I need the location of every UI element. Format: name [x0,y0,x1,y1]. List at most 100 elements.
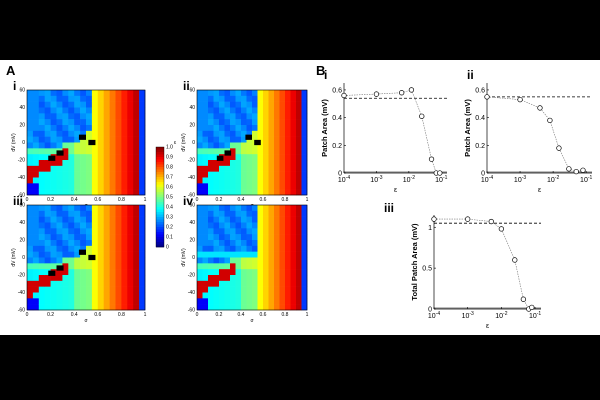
heatmap-cell [115,275,122,282]
heatmap-cell [80,298,87,305]
heatmap-cell [230,240,236,247]
heatmap-cell [139,101,146,108]
heatmap-cell [202,136,209,143]
heatmap-cell [290,228,297,235]
heatmap-cell [230,101,236,108]
heatmap-cell [133,177,140,184]
heatmap-cell [139,275,146,282]
heatmap-cell [268,286,275,293]
heatmap-cell [301,125,308,132]
heatmap-cell [62,107,69,114]
heatmap-cell [121,171,128,178]
heatmap-cell [38,101,45,108]
heatmap-cell [224,257,231,264]
heatmap-cell [246,165,253,172]
heatmap-cell [62,245,69,252]
heatmap-y-tick: -40 [188,290,195,296]
colorbar-cell [156,189,164,193]
heatmap-cell [257,154,264,161]
heatmap-cell [133,90,140,97]
heatmap-cell [97,234,104,241]
heatmap-cell [241,165,247,172]
heatmap-cell [257,177,264,184]
heatmap-cell [274,205,280,212]
heatmap-cell [133,240,140,247]
heatmap-cell [279,240,286,247]
heatmap-cell [56,304,63,311]
heatmap-cell [301,286,308,293]
heatmap-cell [224,165,231,172]
heatmap-cell [68,130,75,137]
heatmap-x-tick: 0.8 [118,312,125,318]
lineplot-x-tick: 10-1 [529,311,541,320]
heatmap-cell [224,210,231,217]
heatmap-cell [115,189,122,196]
heatmap-cell [121,189,128,196]
heatmap-cell [44,107,51,114]
heatmap-cell [252,101,258,108]
heatmap-cell [263,234,269,241]
heatmap-cell [241,275,247,282]
heatmap-cell [290,210,297,217]
lineplot-point [465,216,471,222]
heatmap-cell [27,222,34,229]
heatmap-cell [296,251,302,258]
heatmap-cell [219,160,225,167]
heatmap-cell [80,269,87,276]
heatmap-cell [241,90,247,97]
colorbar-cell [156,152,164,155]
heatmap-cell [252,125,258,132]
heatmap-cell [268,245,275,252]
heatmap-cell [235,228,242,235]
heatmap-cell [80,205,87,212]
heatmap-cell [103,234,110,241]
heatmap-cell [290,263,297,270]
heatmap-x-tick: 0 [196,312,199,318]
heatmap-cell [235,216,242,223]
heatmap-cell [68,125,75,132]
heatmap-cell [279,280,286,287]
heatmap-cell [91,113,99,120]
colorbar-cell [156,202,164,205]
heatmap-cell [91,304,99,311]
lineplot-x-tick: 10-3 [462,311,474,320]
heatmap-cell [241,263,247,270]
heatmap-cell [38,189,45,196]
heatmap-cell [197,119,203,126]
heatmap-cell [38,228,45,235]
heatmap-cell [32,136,40,143]
heatmap-cell [246,107,253,114]
colorbar-tick: 1.0 [166,145,173,151]
heatmap-cell [68,189,75,196]
heatmap-cell [127,113,134,120]
heatmap-cell [208,183,214,190]
colorbar-cell [156,172,164,175]
heatmap-cell [74,304,81,311]
heatmap-cell [213,130,220,137]
colorbar-cell [156,157,164,160]
heatmap-cell [44,298,51,305]
heatmap-cell [139,216,146,223]
heatmap-cell [296,280,302,287]
heatmap-cell [219,269,225,276]
colorbar-cell [156,214,164,218]
heatmap-cell [274,228,280,235]
heatmap-cell [263,165,269,172]
heatmap-cell [80,245,87,252]
heatmap-cell [263,160,269,167]
heatmap-cell [252,263,258,270]
heatmap-cell [27,95,34,102]
heatmap-cell [74,148,81,155]
heatmap-cell [56,125,63,132]
heatmap-cell [224,177,231,184]
heatmap-cell [139,234,146,241]
heatmap-cell [279,101,286,108]
heatmap-cell [230,119,236,126]
heatmap-cell [115,210,122,217]
heatmap-cell [257,286,264,293]
colorbar-cell [156,154,164,158]
heatmap-cell [219,107,225,114]
heatmap-cell [279,90,286,97]
heatmap-cell [252,222,258,229]
